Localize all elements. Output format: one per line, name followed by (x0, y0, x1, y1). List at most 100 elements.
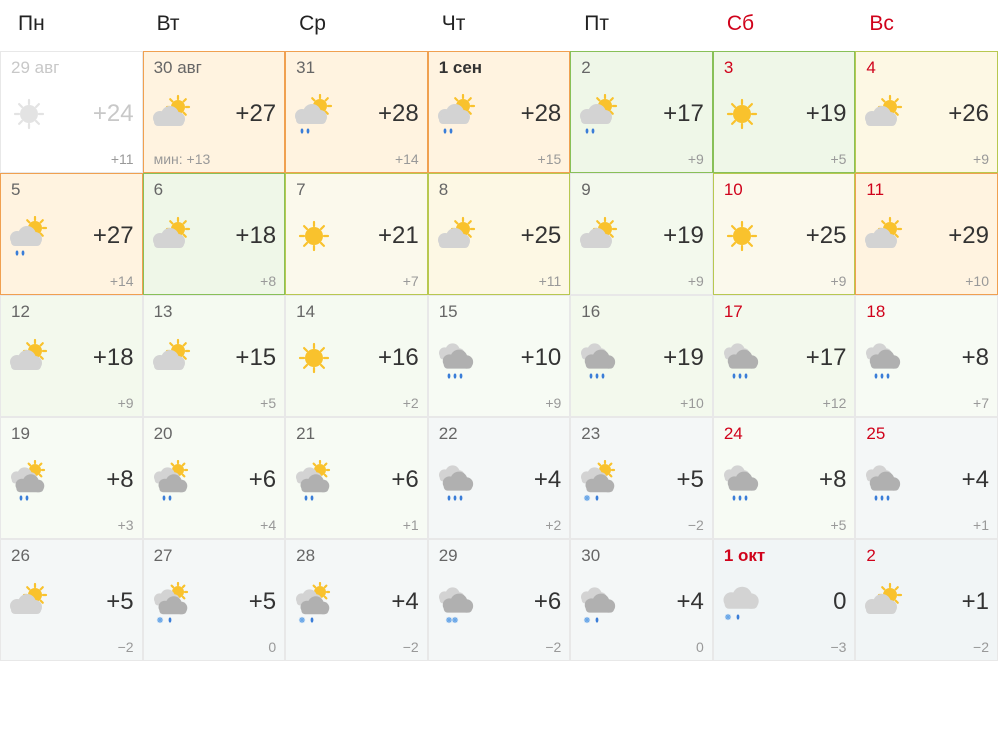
day-cell[interactable]: 11 +29+10 (855, 173, 998, 295)
day-date: 5 (11, 180, 134, 200)
weekday-header: Пт (570, 0, 713, 51)
temp-low: +7 (973, 395, 989, 411)
temp-high: +5 (676, 466, 703, 494)
temp-low: −3 (830, 639, 846, 655)
day-cell[interactable]: 12 +18 +9 (0, 295, 143, 417)
temp-high: +8 (962, 344, 989, 372)
day-date: 2 (866, 546, 989, 566)
weekday-header: Ср (285, 0, 428, 51)
temp-low: +9 (118, 395, 134, 411)
temp-high: +27 (93, 222, 134, 250)
day-cell[interactable]: 6 +18+8 (143, 173, 286, 295)
temp-low: +7 (403, 273, 419, 289)
day-date: 10 (724, 180, 847, 200)
day-date: 21 (296, 424, 419, 444)
temp-high: +1 (962, 588, 989, 616)
day-cell[interactable]: 10 +25 +9 (713, 173, 856, 295)
weekday-header: Вс (855, 0, 998, 51)
day-cell[interactable]: 20 +6+4 (143, 417, 286, 539)
temp-high: +6 (391, 466, 418, 494)
day-date: 15 (439, 302, 562, 322)
day-cell[interactable]: 24 +8+5 (713, 417, 856, 539)
temp-high: 0 (833, 588, 846, 616)
day-date: 30 авг (154, 58, 277, 78)
temp-low: +9 (545, 395, 561, 411)
day-date: 31 (296, 58, 419, 78)
temp-low: +9 (830, 273, 846, 289)
day-date: 22 (439, 424, 562, 444)
day-cell[interactable]: 14+16+2 (285, 295, 428, 417)
day-date: 11 (866, 180, 989, 200)
temp-high: +4 (676, 588, 703, 616)
day-cell[interactable]: 27 +5 0 (143, 539, 286, 661)
day-cell[interactable]: 2 +17+9 (570, 51, 713, 173)
temp-high: +18 (93, 344, 134, 372)
temp-low: +2 (545, 517, 561, 533)
day-cell[interactable]: 18 +8 +7 (855, 295, 998, 417)
day-cell[interactable]: 2 +1 −2 (855, 539, 998, 661)
weekday-header: Сб (713, 0, 856, 51)
temp-high: +15 (235, 344, 276, 372)
temp-high: +26 (948, 100, 989, 128)
day-cell[interactable]: 28 +4−2 (285, 539, 428, 661)
day-cell[interactable]: 22 +4+2 (428, 417, 571, 539)
day-cell[interactable]: 9 +19+9 (570, 173, 713, 295)
day-date: 29 (439, 546, 562, 566)
temp-high: +8 (819, 466, 846, 494)
day-cell[interactable]: 21 +6+1 (285, 417, 428, 539)
temp-low: −2 (403, 639, 419, 655)
day-cell[interactable]: 29 +6−2 (428, 539, 571, 661)
day-cell[interactable]: 16 +19+10 (570, 295, 713, 417)
day-cell[interactable]: 30 +40 (570, 539, 713, 661)
day-cell[interactable]: 30 авг +27мин: +13 (143, 51, 286, 173)
day-cell[interactable]: 25 +4+1 (855, 417, 998, 539)
day-date: 27 (154, 546, 277, 566)
temp-low: −2 (545, 639, 561, 655)
day-date: 18 (866, 302, 989, 322)
weekday-header: Пн (0, 0, 143, 51)
day-date: 3 (724, 58, 847, 78)
day-date: 1 сен (439, 58, 562, 78)
temp-low: +1 (973, 517, 989, 533)
day-date: 23 (581, 424, 704, 444)
day-date: 13 (154, 302, 277, 322)
day-cell: 29 авг+24+11 (0, 51, 143, 173)
temp-high: +5 (249, 588, 276, 616)
day-cell[interactable]: 13 +15+5 (143, 295, 286, 417)
temp-low: +9 (688, 273, 704, 289)
day-cell[interactable]: 17 +17+12 (713, 295, 856, 417)
temp-high: +19 (663, 344, 704, 372)
temp-low: +5 (830, 517, 846, 533)
day-date: 20 (154, 424, 277, 444)
temp-low: −2 (688, 517, 704, 533)
day-cell[interactable]: 4 +26+9 (855, 51, 998, 173)
day-cell[interactable]: 31 +28+14 (285, 51, 428, 173)
day-cell[interactable]: 8 +25+11 (428, 173, 571, 295)
temp-high: +4 (391, 588, 418, 616)
temp-high: +25 (521, 222, 562, 250)
temp-high: +25 (806, 222, 847, 250)
temp-high: +16 (378, 344, 419, 372)
temp-high: +27 (235, 100, 276, 128)
day-cell[interactable]: 3+19+5 (713, 51, 856, 173)
temp-low: +10 (680, 395, 704, 411)
day-cell[interactable]: 1 сен +28+15 (428, 51, 571, 173)
temp-low: 0 (268, 639, 276, 655)
day-cell[interactable]: 15 +10+9 (428, 295, 571, 417)
day-date: 29 авг (11, 58, 134, 78)
temp-low: −2 (973, 639, 989, 655)
day-date: 1 окт (724, 546, 847, 566)
temp-low: +9 (973, 151, 989, 167)
day-cell[interactable]: 1 окт 0 −3 (713, 539, 856, 661)
day-cell[interactable]: 26 +5−2 (0, 539, 143, 661)
day-cell[interactable]: 23 +5 −2 (570, 417, 713, 539)
day-date: 9 (581, 180, 704, 200)
temp-low: +11 (539, 273, 562, 289)
day-cell[interactable]: 5 +27+14 (0, 173, 143, 295)
day-date: 12 (11, 302, 134, 322)
temp-high: +24 (93, 100, 134, 128)
day-cell[interactable]: 7+21+7 (285, 173, 428, 295)
day-cell[interactable]: 19 +8+3 (0, 417, 143, 539)
day-date: 2 (581, 58, 704, 78)
temp-low: +5 (830, 151, 846, 167)
